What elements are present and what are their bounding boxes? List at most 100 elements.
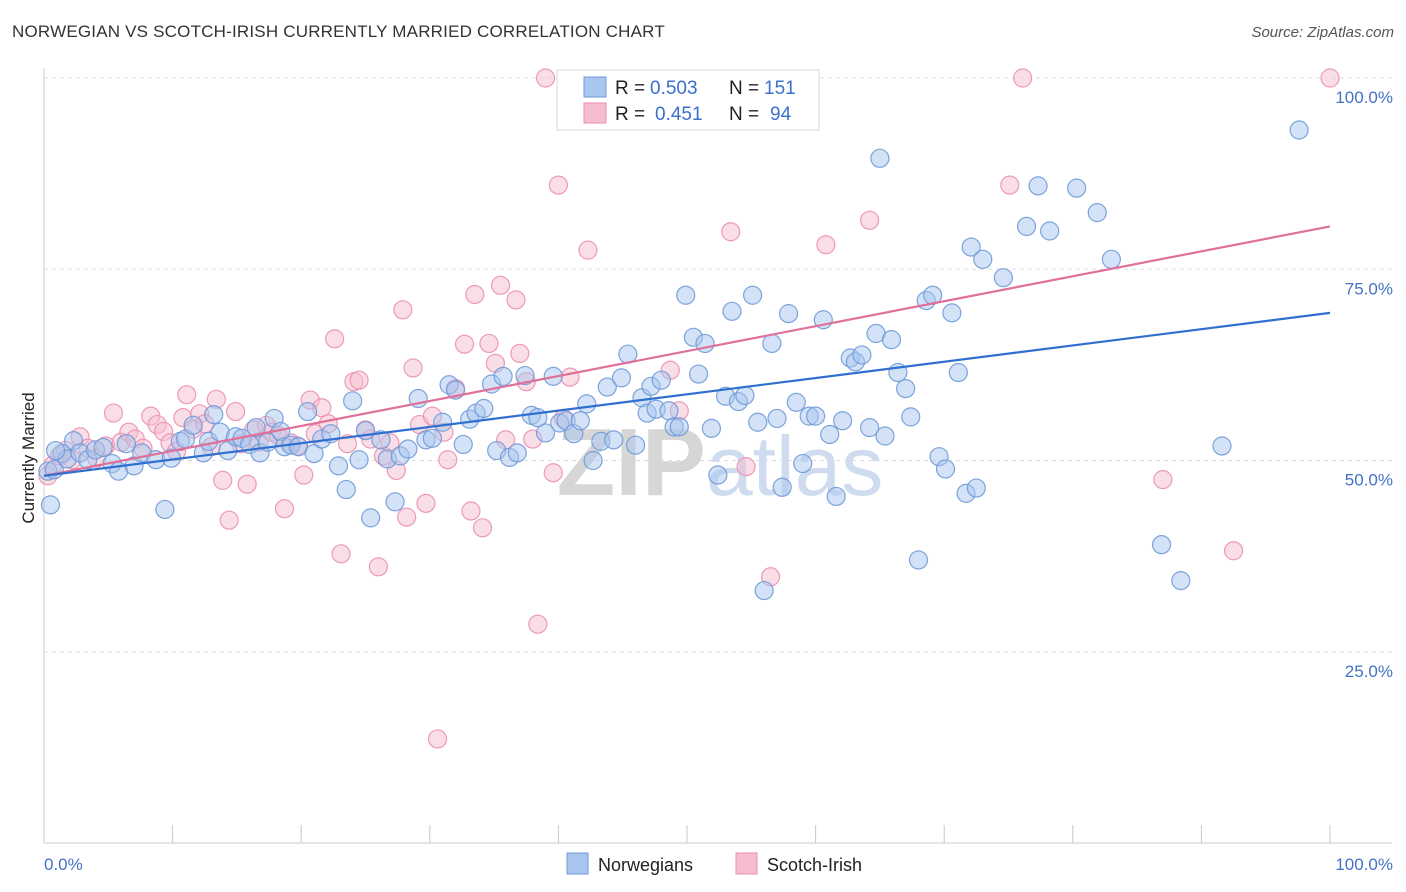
norwegian-point <box>604 430 624 450</box>
chart-title: NORWEGIAN VS SCOTCH-IRISH CURRENTLY MARR… <box>12 22 665 41</box>
norwegian-trend-line <box>43 311 1331 477</box>
norwegian-point <box>433 412 453 432</box>
scotch-irish-point <box>535 68 556 88</box>
norwegian-point <box>343 391 363 411</box>
norwegian-point <box>762 333 782 354</box>
norwegian-point <box>204 405 224 425</box>
norwegian-point <box>935 459 956 479</box>
legend-r-value-2: 0.451 <box>655 104 703 125</box>
norwegian-point <box>328 456 349 476</box>
scotch-irish-point <box>1000 175 1020 195</box>
scotch-irish-point <box>226 401 246 422</box>
scotch-irish-point <box>472 518 493 538</box>
legend-n-value-1: 151 <box>764 78 796 99</box>
norwegian-point <box>896 378 916 399</box>
scotch-irish-point <box>177 385 197 405</box>
scotch-irish-point <box>294 465 314 485</box>
axes <box>43 68 1392 844</box>
scotch-irish-point <box>543 463 563 483</box>
scotch-irish-point <box>349 370 369 390</box>
norwegian-point <box>474 398 494 419</box>
norwegian-point <box>597 377 617 397</box>
scotch-irish-point <box>368 557 388 577</box>
scotch-irish-point <box>721 222 741 242</box>
y-axis-label: Currently Married <box>19 392 38 523</box>
norwegian-point <box>1067 178 1087 198</box>
norwegian-point <box>535 423 556 443</box>
scotch-irish-point <box>1153 470 1173 490</box>
norwegian-point <box>708 465 728 485</box>
scotch-irish-point <box>465 284 485 305</box>
norwegian-point <box>1016 216 1037 237</box>
norwegian-point <box>881 330 902 350</box>
y-tick-label: 100.0% <box>1335 88 1393 107</box>
norwegian-point <box>1087 203 1107 223</box>
legend-n-label-2: N = <box>729 104 759 125</box>
norwegian-point <box>183 415 203 435</box>
norwegian-point <box>577 394 597 414</box>
y-tick-label: 50.0% <box>1345 471 1393 490</box>
norwegian-point <box>1101 249 1121 269</box>
norwegian-point <box>40 495 61 515</box>
legend-swatch-norwegians <box>583 76 607 98</box>
norwegian-point <box>852 345 872 365</box>
norwegian-point <box>93 437 113 458</box>
scotch-irish-point <box>479 333 499 354</box>
scotch-irish-point <box>560 367 580 387</box>
norwegian-point <box>361 508 381 528</box>
norwegian-point <box>385 492 405 512</box>
scotch-irish-point <box>393 300 413 320</box>
scotch-irish-point <box>506 290 526 310</box>
norwegian-point <box>722 301 742 321</box>
legend-n-value-2: 94 <box>770 104 792 125</box>
legend-r-label-1: R = <box>615 78 645 99</box>
norwegian-point <box>116 434 136 454</box>
norwegian-point <box>793 453 813 474</box>
scotch-irish-point <box>331 544 351 564</box>
norwegian-point <box>515 365 535 386</box>
norwegian-point <box>742 285 763 305</box>
scotch-irish-point <box>219 510 239 530</box>
y-tick-label: 25.0% <box>1345 662 1393 681</box>
norwegian-point <box>1212 436 1232 456</box>
norwegian-point <box>805 406 826 426</box>
scotch-irish-point <box>397 507 417 527</box>
bottom-legend-swatch-norwegians <box>566 852 589 875</box>
chart-source: Source: ZipAtlas.com <box>1251 24 1394 41</box>
norwegian-point <box>942 303 962 323</box>
scotch-irish-point <box>337 434 358 454</box>
norwegian-point <box>659 401 679 421</box>
scotch-irish-point <box>416 493 436 513</box>
scotch-irish-point <box>816 235 836 255</box>
scotch-irish-point <box>454 334 475 354</box>
norwegian-point <box>966 478 986 498</box>
scotch-irish-point <box>1223 541 1244 561</box>
stats-legend: R = 0.503 N = 151 R = 0.451 N = 94 <box>556 69 820 131</box>
scotch-irish-point <box>548 175 569 195</box>
scotch-irish-point <box>403 358 423 378</box>
norwegian-point <box>767 408 787 429</box>
scotch-irish-point <box>427 729 448 749</box>
norwegian-point <box>625 435 646 455</box>
norwegian-point <box>748 412 768 432</box>
norwegian-point <box>371 430 391 450</box>
x-tick-label: 100.0% <box>1335 855 1393 874</box>
norwegian-point <box>833 411 853 431</box>
norwegian-point <box>155 499 175 520</box>
norwegian-point <box>1171 571 1191 591</box>
scotch-irish-point <box>103 403 124 423</box>
norwegian-point <box>820 424 840 445</box>
norwegian-point <box>422 428 442 448</box>
scotch-irish-point <box>274 499 295 519</box>
bottom-legend-norwegians: Norwegians <box>598 855 693 875</box>
scotch-irish-point <box>325 329 345 349</box>
scotch-irish-point <box>438 450 458 470</box>
norwegian-point <box>453 434 473 455</box>
norwegian-point <box>298 401 318 422</box>
norwegian-point <box>1028 176 1048 196</box>
norwegian-point <box>493 366 513 386</box>
norwegian-point <box>1040 221 1060 241</box>
norwegian-point <box>961 237 981 257</box>
scotch-irish-point <box>237 474 257 494</box>
